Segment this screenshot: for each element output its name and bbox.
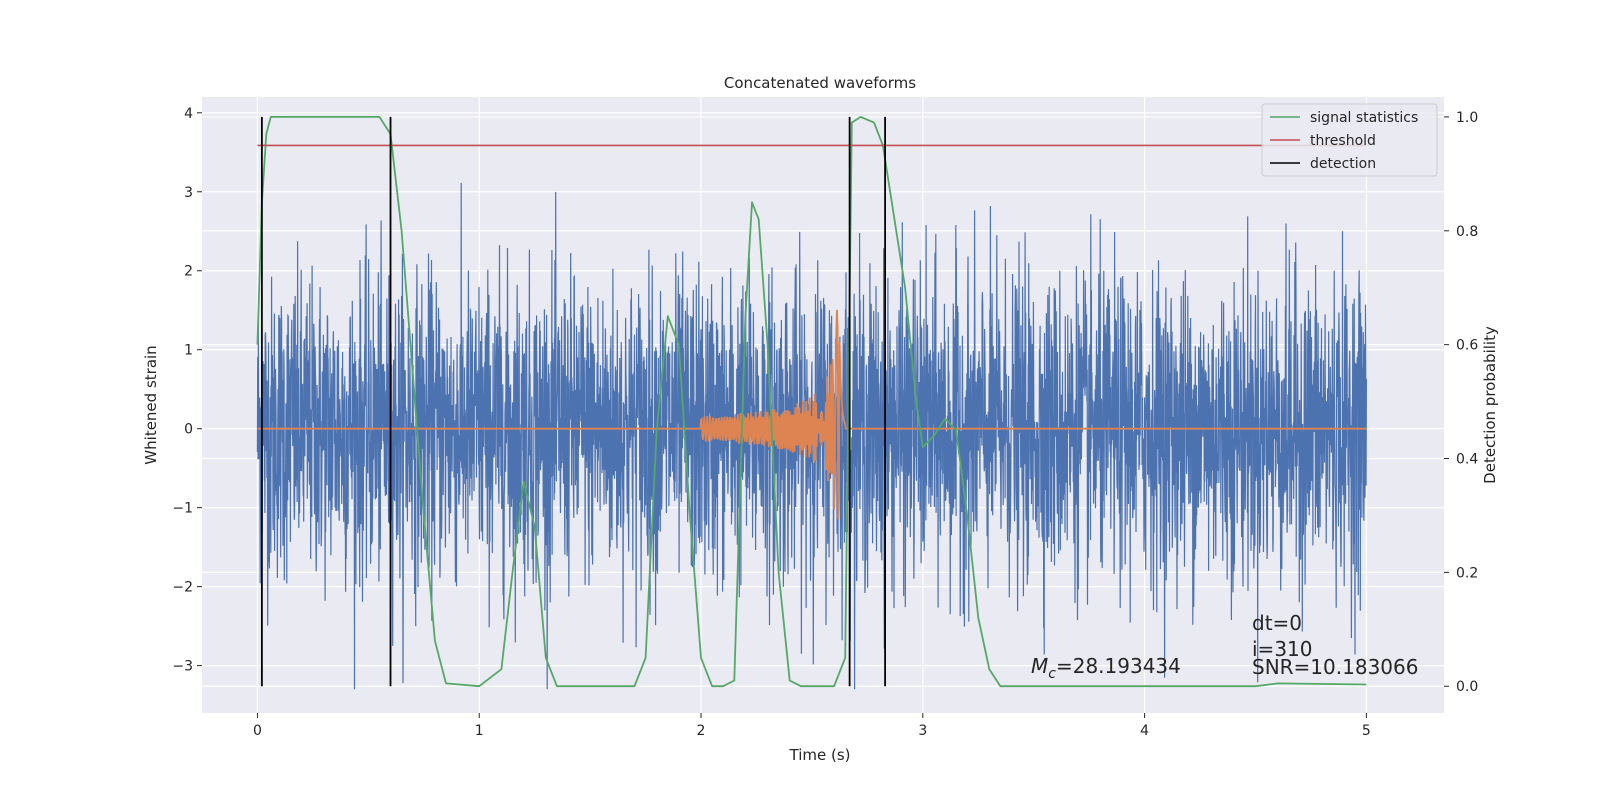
- signal-statistics-line: [256, 116, 1367, 688]
- dt-annotation: dt=0: [1252, 611, 1302, 635]
- y-tick-label: 2: [184, 264, 193, 280]
- legend-label-threshold: threshold: [1310, 133, 1376, 149]
- y2-tick-label: 0.8: [1456, 224, 1478, 240]
- chirp-series: [257, 309, 1367, 520]
- x-axis-label: Time (s): [789, 746, 851, 764]
- x-tick-label: 1: [475, 723, 484, 739]
- y2-tick-label: 0.6: [1456, 338, 1478, 354]
- y-tick-label: −3: [172, 659, 193, 675]
- y-tick-label: 0: [184, 422, 193, 438]
- y-tick-label: −1: [172, 501, 193, 517]
- y2-tick-label: 0.2: [1456, 565, 1478, 581]
- y-tick-label: −2: [172, 580, 193, 596]
- mc-value: =28.193434: [1056, 654, 1181, 678]
- i-annotation: i=310: [1252, 637, 1313, 661]
- x-tick-label: 5: [1362, 723, 1371, 739]
- mc-annotation: Mc=28.193434: [1031, 654, 1181, 682]
- y-axis-label: Whitened strain: [142, 345, 160, 464]
- detection-series: [260, 116, 886, 687]
- y2-tick-label: 1.0: [1456, 110, 1478, 126]
- mc-subscript: c: [1048, 666, 1056, 682]
- legend: signal statistics threshold detection: [1261, 103, 1438, 177]
- y-tick-label: 1: [184, 343, 193, 359]
- x-tick-label: 3: [918, 723, 927, 739]
- y2-axis-label: Detection probability: [1481, 326, 1499, 484]
- signal-statistics-series: [256, 116, 1367, 688]
- legend-box: [1261, 103, 1438, 177]
- legend-label-detection: detection: [1310, 156, 1376, 172]
- y-tick-label: 4: [184, 106, 193, 122]
- strain-series: [256, 182, 1367, 690]
- mc-symbol: M: [1031, 654, 1048, 678]
- x-tick-label: 2: [697, 723, 706, 739]
- x-tick-label: 0: [253, 723, 262, 739]
- chirp-line: [257, 309, 1367, 520]
- y2-tick-label: 0.4: [1456, 452, 1478, 468]
- strain-line: [256, 182, 1367, 690]
- snr-annotation: SNR=10.183066: [1252, 655, 1418, 679]
- x-tick-label: 4: [1140, 723, 1149, 739]
- ticks: 0 1 2 3 4 5 −3 −2 −1 0 1 2 3 4 0.0 0.2 0.4 0.6 0.8 1.0: [172, 106, 1478, 739]
- y2-tick-label: 0.0: [1456, 679, 1478, 695]
- legend-label-signal-statistics: signal statistics: [1310, 110, 1418, 126]
- chart-title: Concatenated waveforms: [724, 74, 916, 92]
- y-tick-label: 3: [184, 185, 193, 201]
